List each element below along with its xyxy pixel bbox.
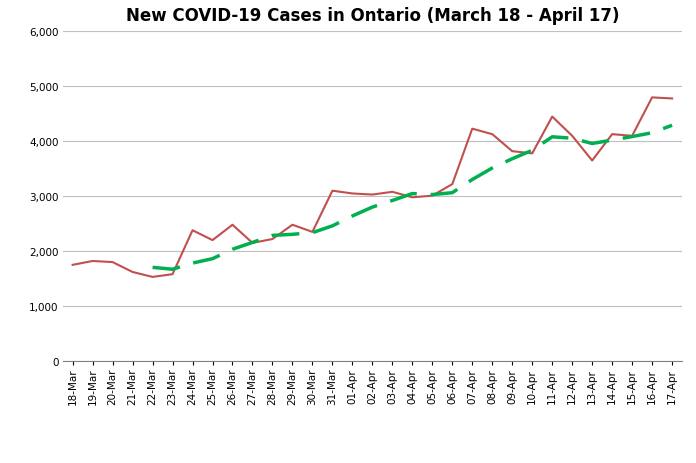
Title: New COVID-19 Cases in Ontario (March 18 - April 17): New COVID-19 Cases in Ontario (March 18 … — [125, 7, 619, 25]
